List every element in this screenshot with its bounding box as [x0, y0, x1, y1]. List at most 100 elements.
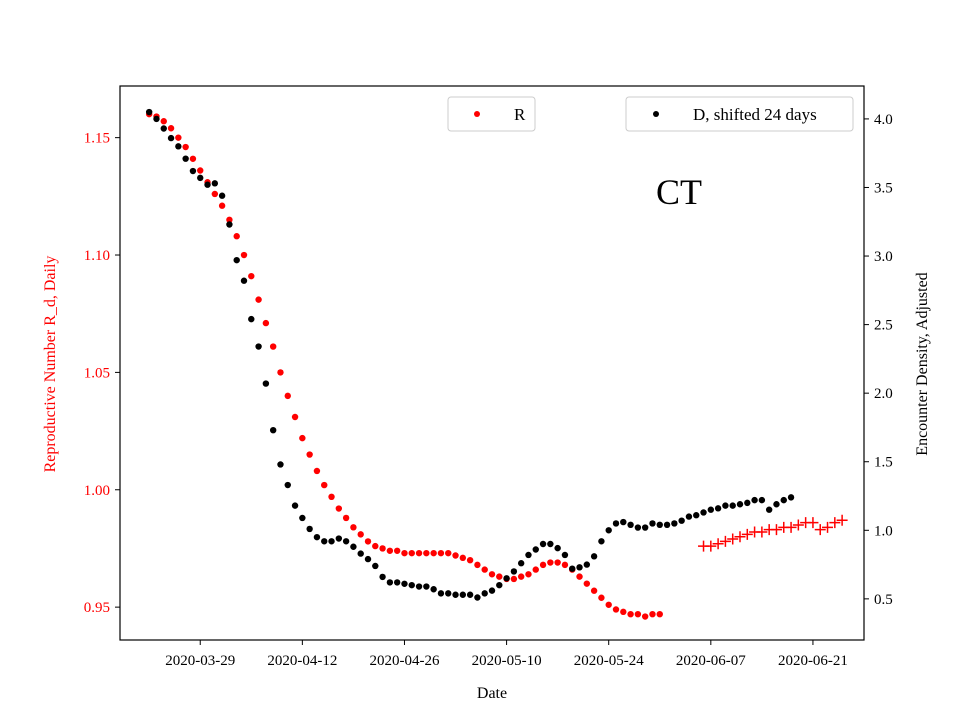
data-point	[569, 565, 576, 572]
series-r	[145, 110, 663, 620]
data-point	[372, 562, 379, 570]
data-point	[481, 566, 488, 573]
y-axis-left-title: Reproductive Number R_d, Daily	[42, 256, 59, 473]
data-point	[714, 505, 722, 512]
legend-r: R	[447, 96, 536, 132]
data-point	[379, 573, 386, 581]
y-right-tick-label: 2.5	[874, 318, 893, 334]
data-point	[532, 566, 539, 573]
data-point	[335, 535, 343, 542]
data-point	[284, 392, 291, 400]
data-point	[649, 520, 656, 527]
y-right-tick-label: 3.0	[874, 249, 893, 265]
data-point	[532, 546, 539, 553]
data-point	[734, 531, 746, 543]
data-point	[620, 608, 627, 616]
data-point	[408, 549, 415, 557]
data-point	[218, 202, 226, 209]
data-point	[299, 514, 306, 522]
y-right-tick-label: 3.5	[874, 180, 893, 196]
data-point	[814, 524, 826, 536]
data-point	[598, 594, 605, 601]
data-point	[503, 575, 510, 582]
data-point	[620, 518, 627, 526]
data-point	[437, 549, 445, 557]
data-point	[430, 549, 437, 557]
data-point	[204, 181, 211, 188]
data-point	[372, 542, 379, 550]
data-point	[423, 583, 430, 590]
data-point	[510, 575, 518, 583]
data-point	[836, 514, 848, 526]
data-point	[756, 526, 768, 538]
data-point	[262, 380, 270, 387]
data-point	[488, 587, 496, 594]
data-point	[313, 533, 321, 541]
data-point	[342, 514, 350, 522]
legend-d-frame	[625, 96, 854, 132]
data-point	[474, 594, 481, 601]
y-right-tick-label: 1.0	[874, 523, 893, 539]
data-point	[350, 543, 357, 550]
data-point	[741, 528, 753, 540]
data-point	[321, 481, 328, 489]
data-point	[255, 343, 262, 350]
data-point	[393, 579, 401, 586]
data-point	[248, 272, 255, 280]
x-tick-label: 2020-05-10	[472, 653, 542, 669]
data-point	[445, 549, 452, 557]
data-point	[722, 502, 729, 509]
data-point	[554, 544, 561, 552]
data-point	[423, 549, 430, 557]
data-point	[430, 586, 437, 593]
data-point	[693, 512, 700, 519]
data-point	[386, 579, 394, 586]
data-point	[211, 190, 219, 198]
series-d	[145, 108, 795, 601]
data-point	[627, 521, 634, 529]
data-point	[357, 531, 364, 538]
data-point	[547, 559, 554, 566]
legend-r-label: R	[514, 105, 526, 124]
data-point	[590, 587, 598, 594]
y-right-tick-label: 1.5	[874, 455, 893, 471]
data-point	[357, 550, 364, 557]
data-point	[525, 551, 532, 559]
data-point	[727, 533, 739, 545]
legend-d-marker	[653, 111, 659, 117]
plot-frame	[119, 85, 865, 641]
data-point	[175, 134, 182, 141]
data-point	[576, 564, 583, 571]
data-point	[705, 540, 717, 552]
data-point	[685, 513, 693, 520]
data-point	[829, 517, 841, 529]
chart-annotation: CT	[656, 172, 702, 212]
data-point	[226, 216, 233, 224]
data-point	[160, 125, 167, 132]
data-point	[350, 524, 357, 531]
data-point	[466, 556, 474, 564]
data-point	[649, 610, 656, 618]
data-point	[299, 434, 306, 442]
data-point	[284, 481, 291, 489]
axes: 2020-03-29 2020-04-12 2020-04-26 2020-05-10…	[84, 85, 893, 669]
data-point	[561, 561, 569, 569]
data-point	[822, 521, 834, 533]
plot-area	[145, 108, 848, 620]
data-point	[744, 499, 751, 507]
data-point	[248, 315, 255, 323]
data-point	[401, 580, 408, 587]
data-point	[605, 527, 612, 534]
data-point	[160, 118, 167, 125]
data-point	[167, 134, 175, 142]
data-point	[408, 581, 415, 589]
x-axis-title: Date	[477, 685, 507, 702]
data-point	[792, 519, 804, 531]
data-point	[233, 256, 240, 264]
data-point	[197, 167, 204, 174]
data-point	[773, 501, 780, 508]
data-point	[189, 155, 197, 162]
y-right-tick-label: 0.5	[874, 592, 893, 608]
data-point	[780, 496, 787, 504]
legend-r-frame	[447, 96, 536, 132]
